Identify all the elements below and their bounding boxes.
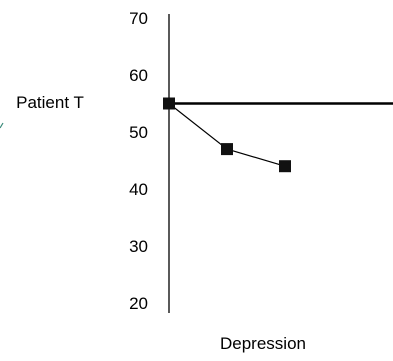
y-tick-label: 60 — [129, 66, 148, 85]
y-tick-label: 20 — [129, 294, 148, 313]
y-tick-label: 50 — [129, 123, 148, 142]
data-point-marker — [163, 97, 175, 110]
y-tick-labels: 20 30 40 50 60 70 — [129, 9, 148, 313]
x-axis-label: Depression — [220, 334, 306, 353]
y-axis-label: Patient T — [16, 93, 84, 112]
decorative-check-mark — [0, 122, 4, 129]
y-tick-label: 40 — [129, 180, 148, 199]
series-line — [168, 103, 286, 167]
data-point-marker — [279, 160, 291, 173]
y-tick-label: 70 — [129, 9, 148, 28]
y-tick-label: 30 — [129, 237, 148, 256]
data-point-marker — [221, 143, 233, 156]
series-group — [163, 97, 291, 173]
